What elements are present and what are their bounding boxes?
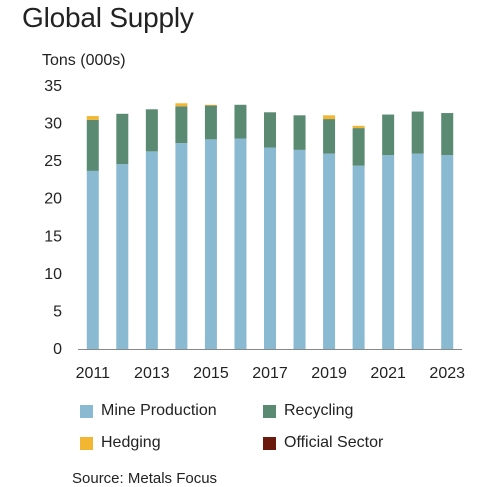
bar-recycling-2014 — [175, 106, 188, 144]
bar-recycling-2012 — [116, 113, 129, 165]
mine-production-swatch — [80, 404, 93, 418]
official-sector-swatch — [263, 436, 276, 450]
legend-item-mine-production: Mine Production — [80, 402, 217, 420]
y-tick-label: 30 — [44, 116, 62, 133]
bar-recycling-2013 — [145, 109, 158, 152]
x-axis-ticks: 2011 2013 2015 2017 2019 2021 2023 — [76, 365, 466, 382]
bar-hedging-2014 — [175, 103, 188, 107]
bars — [86, 103, 454, 349]
bar-recycling-2016 — [234, 104, 247, 139]
x-tick-label: 2017 — [252, 365, 288, 382]
bar-mine-production-2017 — [264, 147, 276, 349]
bar-recycling-2021 — [382, 114, 395, 156]
bar-hedging-2019 — [323, 115, 336, 120]
bar-mine-production-2018 — [293, 149, 306, 349]
bar-recycling-2019 — [323, 119, 336, 154]
bar-mine-production-2013 — [145, 151, 158, 349]
bar-hedging-2015 — [204, 104, 217, 106]
x-tick-label: 2011 — [76, 365, 111, 382]
x-tick-label: 2013 — [134, 365, 170, 382]
bar-hedging-2011 — [86, 116, 99, 120]
legend-item-official-sector: Official Sector — [263, 434, 383, 452]
bar-mine-production-2019 — [323, 153, 336, 349]
bar-mine-production-2023 — [441, 155, 454, 349]
bar-mine-production-2020 — [352, 165, 365, 349]
y-tick-label: 20 — [44, 191, 62, 208]
bar-mine-production-2015 — [204, 139, 217, 349]
y-tick-label: 35 — [44, 78, 62, 95]
y-axis-ticks: 0 5 10 15 20 25 30 35 — [44, 78, 62, 358]
y-tick-label: 10 — [44, 266, 62, 283]
bar-mine-production-2016 — [234, 138, 247, 349]
x-tick-label: 2021 — [370, 365, 406, 382]
x-tick-label: 2023 — [429, 365, 465, 382]
bar-recycling-2023 — [441, 113, 454, 156]
x-tick-label: 2015 — [193, 365, 229, 382]
bar-mine-production-2014 — [175, 143, 188, 349]
source-note: Source: Metals Focus — [72, 470, 218, 487]
legend-label: Hedging — [101, 434, 161, 451]
bar-mine-production-2012 — [116, 164, 129, 349]
legend-label: Recycling — [284, 402, 354, 419]
bar-recycling-2011 — [86, 119, 99, 171]
y-tick-label: 15 — [44, 228, 62, 245]
bar-mine-production-2011 — [86, 170, 99, 349]
legend-label: Mine Production — [101, 402, 217, 419]
y-tick-label: 0 — [53, 341, 62, 358]
hedging-swatch — [80, 436, 93, 450]
bar-mine-production-2021 — [382, 155, 395, 349]
y-tick-label: 25 — [44, 153, 62, 170]
chart-title: Global Supply — [22, 2, 194, 33]
legend-item-hedging: Hedging — [80, 434, 161, 452]
bar-recycling-2020 — [352, 128, 365, 166]
x-tick-label: 2019 — [311, 365, 347, 382]
legend-item-recycling: Recycling — [263, 402, 353, 420]
bar-recycling-2018 — [293, 115, 306, 150]
legend-label: Official Sector — [284, 434, 384, 451]
bar-recycling-2022 — [411, 111, 424, 154]
bar-recycling-2017 — [264, 112, 276, 148]
y-axis-label: Tons (000s) — [42, 52, 126, 69]
bar-hedging-2020 — [352, 125, 365, 129]
legend: Mine Production Recycling Hedging Offici… — [80, 400, 480, 460]
y-tick-label: 5 — [53, 303, 62, 320]
recycling-swatch — [263, 404, 276, 418]
bar-recycling-2015 — [204, 105, 217, 140]
bar-mine-production-2022 — [411, 153, 424, 349]
